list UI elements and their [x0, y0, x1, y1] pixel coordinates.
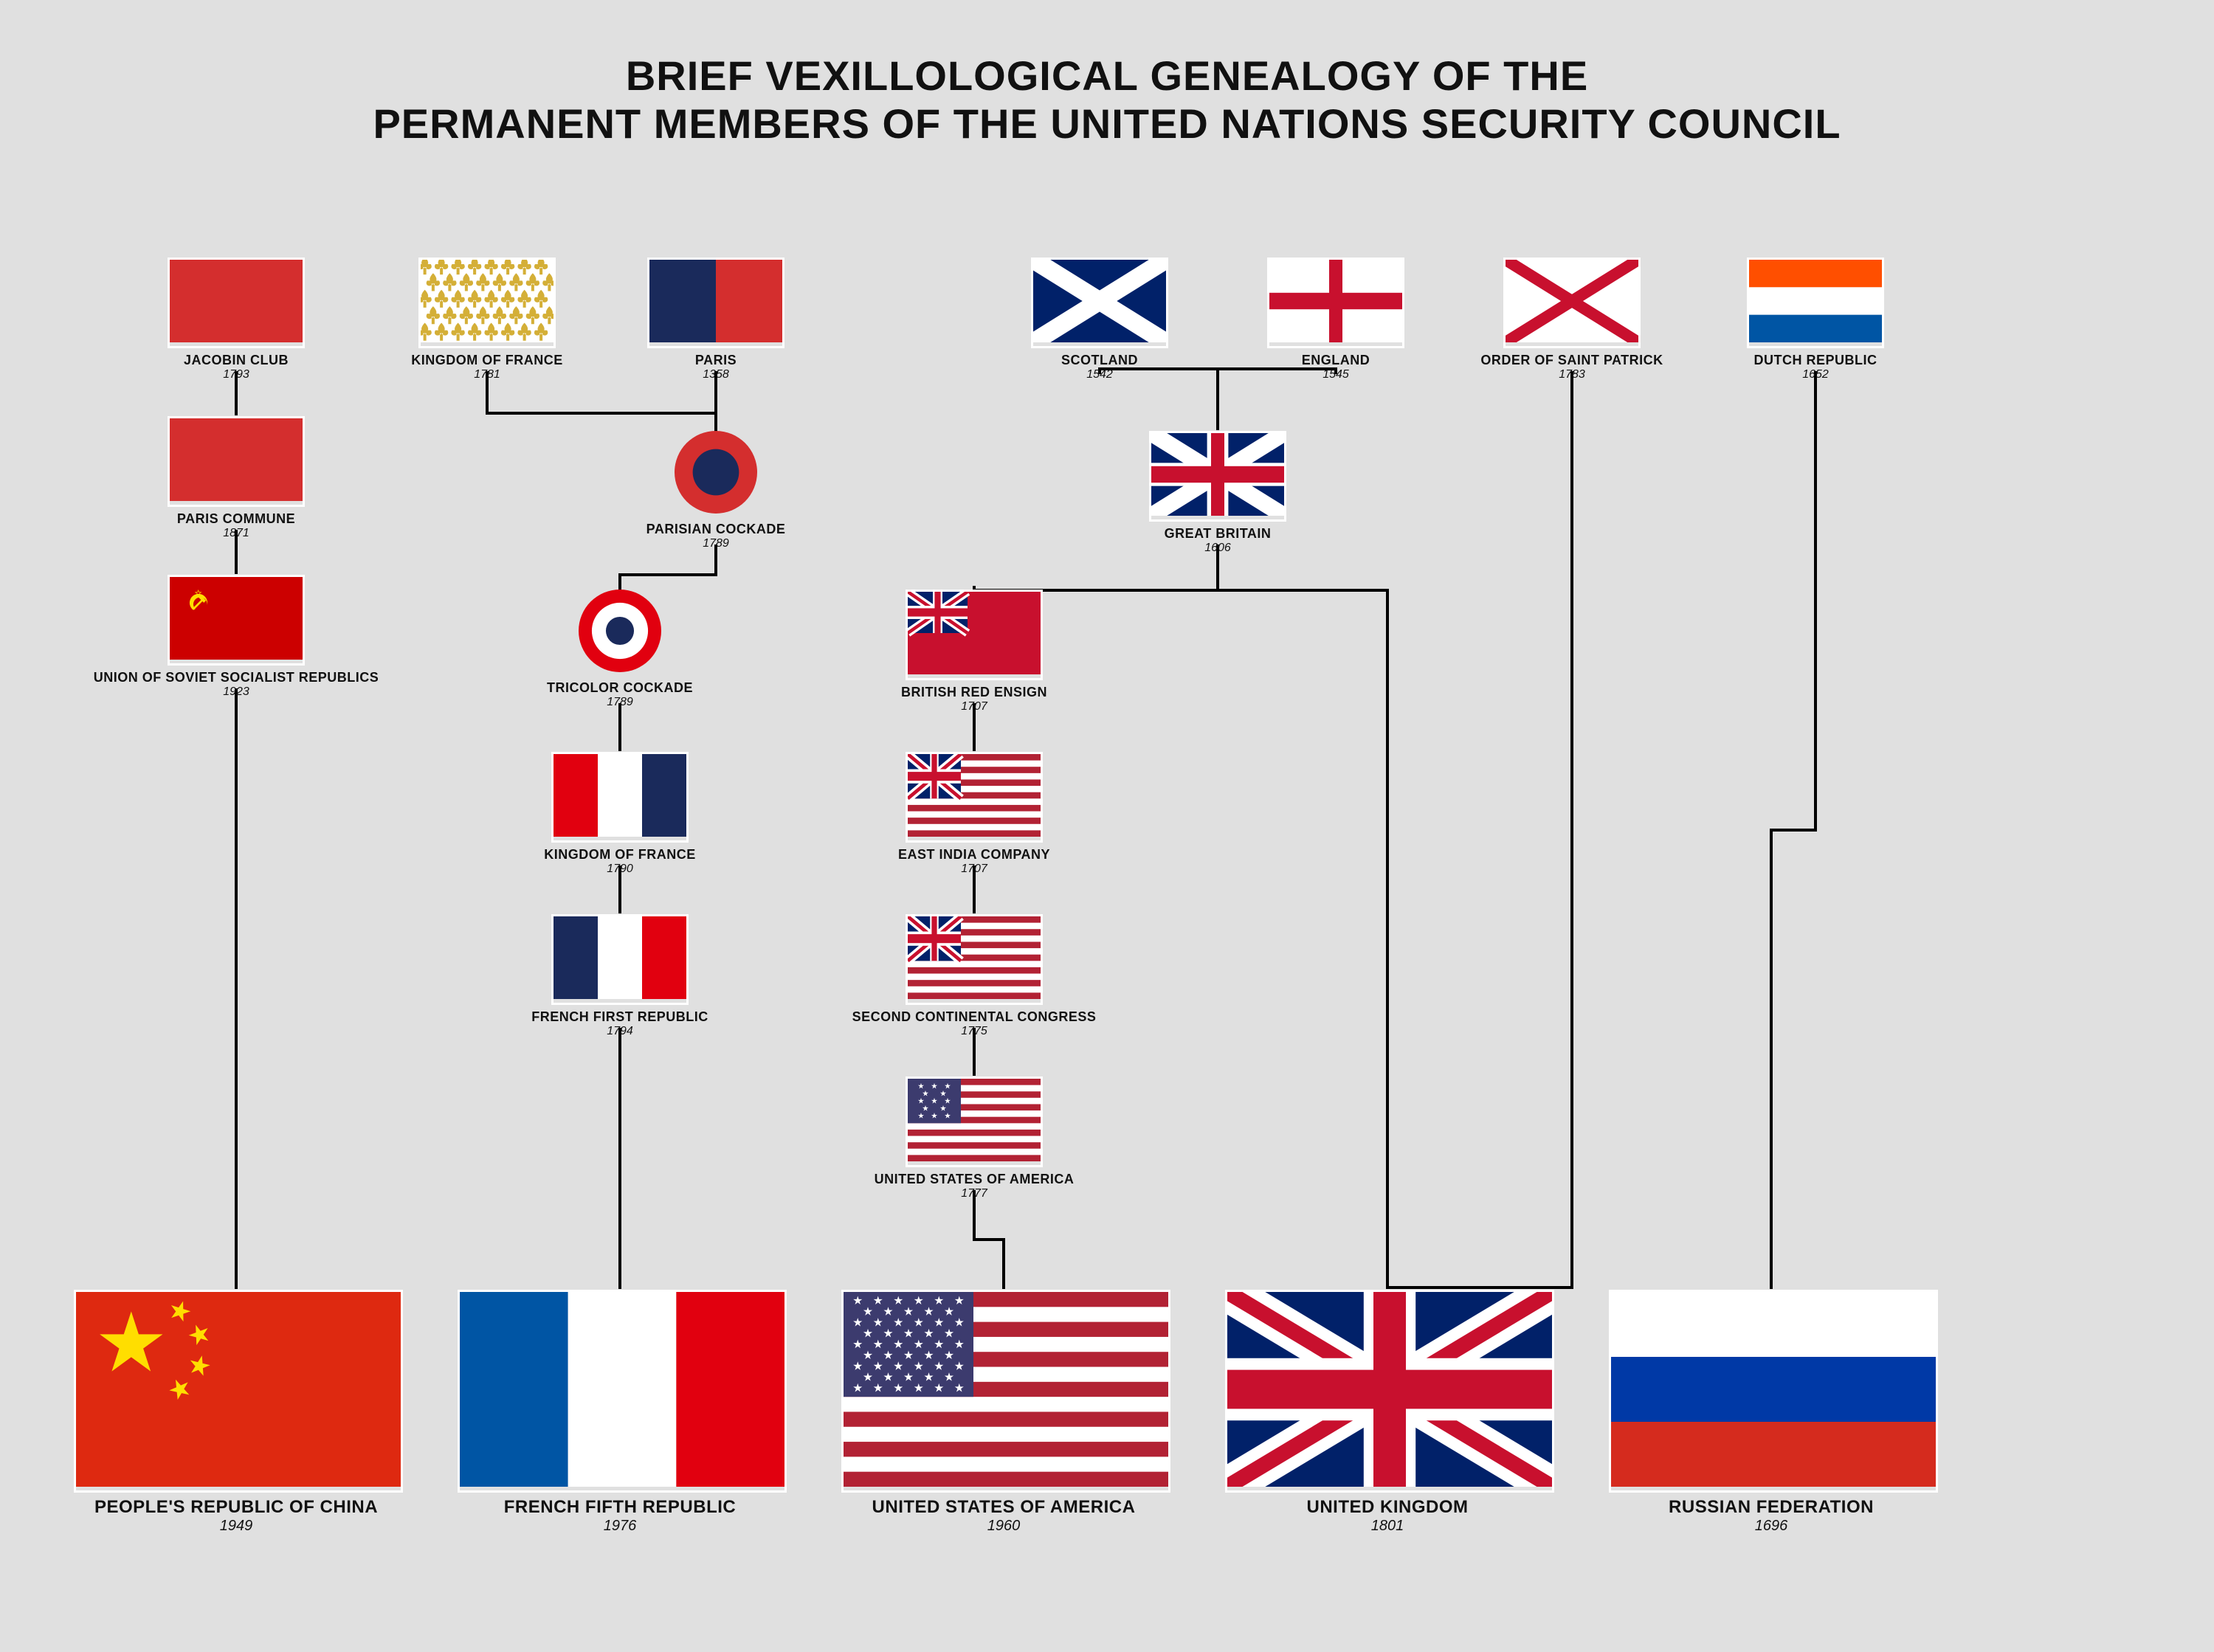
- year-dutch: 1652: [1653, 368, 1978, 381]
- label-parisian_cockade: PARISIAN COCKADE: [554, 522, 878, 537]
- flag-usa_1777: [906, 1076, 1043, 1167]
- label-china_big: PEOPLE'S REPUBLIC OF CHINA: [74, 1497, 399, 1518]
- flag-red_ensign: [906, 590, 1043, 680]
- year-russia_big: 1696: [1609, 1518, 1934, 1535]
- flag-tricolor_cockade: [579, 590, 661, 676]
- label-usa_big: UNITED STATES OF AMERICA: [841, 1497, 1166, 1518]
- label-red_ensign: BRITISH RED ENSIGN: [812, 685, 1137, 700]
- flag-jacobin: [168, 258, 305, 348]
- node-france_big: FRENCH FIFTH REPUBLIC1976: [458, 1290, 782, 1535]
- flag-kof_1790: [551, 752, 689, 843]
- year-east_india: 1707: [812, 863, 1137, 876]
- flag-saint_patrick: [1503, 258, 1641, 348]
- flag-parisian_cockade: [675, 431, 757, 517]
- label-usa_1777: UNITED STATES OF AMERICA: [812, 1172, 1137, 1187]
- node-french_first: FRENCH FIRST REPUBLIC1794: [458, 914, 782, 1038]
- node-russia_big: RUSSIAN FEDERATION1696: [1609, 1290, 1934, 1535]
- label-tricolor_cockade: TRICOLOR COCKADE: [458, 680, 782, 696]
- flag-dutch: [1747, 258, 1884, 348]
- flag-england: [1267, 258, 1404, 348]
- node-kof_1790: KINGDOM OF FRANCE1790: [458, 752, 782, 876]
- node-great_britain: GREAT BRITAIN1606: [1055, 431, 1380, 555]
- node-uk_big: UNITED KINGDOM1801: [1225, 1290, 1550, 1535]
- flag-east_india: [906, 752, 1043, 843]
- label-uk_big: UNITED KINGDOM: [1225, 1497, 1550, 1518]
- flag-french_first: [551, 914, 689, 1005]
- label-france_big: FRENCH FIFTH REPUBLIC: [458, 1497, 782, 1518]
- node-east_india: EAST INDIA COMPANY1707: [812, 752, 1137, 876]
- label-scc: SECOND CONTINENTAL CONGRESS: [812, 1009, 1137, 1025]
- flag-paris_1358: [647, 258, 784, 348]
- year-paris_commune: 1871: [74, 527, 399, 540]
- year-usa_1777: 1777: [812, 1187, 1137, 1200]
- flag-scc: [906, 914, 1043, 1005]
- node-dutch: DUTCH REPUBLIC1652: [1653, 258, 1978, 381]
- diagram-stage: BRIEF VEXILLOLOGICAL GENEALOGY OF THE PE…: [0, 0, 2214, 1652]
- flag-russia_big: [1609, 1290, 1938, 1493]
- year-red_ensign: 1707: [812, 700, 1137, 713]
- year-china_big: 1949: [74, 1518, 399, 1535]
- node-parisian_cockade: PARISIAN COCKADE1789: [554, 431, 878, 550]
- label-paris_1358: PARIS: [554, 353, 878, 368]
- year-paris_1358: 1358: [554, 368, 878, 381]
- label-french_first: FRENCH FIRST REPUBLIC: [458, 1009, 782, 1025]
- node-paris_1358: PARIS1358: [554, 258, 878, 381]
- year-usa_big: 1960: [841, 1518, 1166, 1535]
- node-scc: SECOND CONTINENTAL CONGRESS1775: [812, 914, 1137, 1038]
- flag-france_big: [458, 1290, 787, 1493]
- flag-kingdom_france: [418, 258, 556, 348]
- year-uk_big: 1801: [1225, 1518, 1550, 1535]
- label-ussr: UNION OF SOVIET SOCIALIST REPUBLICS: [74, 670, 399, 685]
- flag-china_big: [74, 1290, 403, 1493]
- year-french_first: 1794: [458, 1025, 782, 1038]
- year-ussr: 1923: [74, 685, 399, 699]
- node-china_big: PEOPLE'S REPUBLIC OF CHINA1949: [74, 1290, 399, 1535]
- year-tricolor_cockade: 1789: [458, 696, 782, 709]
- node-paris_commune: PARIS COMMUNE1871: [74, 416, 399, 540]
- label-great_britain: GREAT BRITAIN: [1055, 526, 1380, 542]
- flag-uk_big: [1225, 1290, 1554, 1493]
- node-red_ensign: BRITISH RED ENSIGN1707: [812, 590, 1137, 713]
- year-great_britain: 1606: [1055, 542, 1380, 555]
- year-scc: 1775: [812, 1025, 1137, 1038]
- year-parisian_cockade: 1789: [554, 537, 878, 550]
- node-usa_big: UNITED STATES OF AMERICA1960: [841, 1290, 1166, 1535]
- page-title: BRIEF VEXILLOLOGICAL GENEALOGY OF THE PE…: [0, 52, 2214, 148]
- year-france_big: 1976: [458, 1518, 782, 1535]
- node-ussr: UNION OF SOVIET SOCIALIST REPUBLICS1923: [74, 575, 399, 699]
- label-russia_big: RUSSIAN FEDERATION: [1609, 1497, 1934, 1518]
- title-line-1: BRIEF VEXILLOLOGICAL GENEALOGY OF THE: [0, 52, 2214, 100]
- label-dutch: DUTCH REPUBLIC: [1653, 353, 1978, 368]
- flag-paris_commune: [168, 416, 305, 507]
- flag-usa_big: [841, 1290, 1170, 1493]
- label-paris_commune: PARIS COMMUNE: [74, 511, 399, 527]
- label-east_india: EAST INDIA COMPANY: [812, 847, 1137, 863]
- flag-great_britain: [1149, 431, 1286, 522]
- title-line-2: PERMANENT MEMBERS OF THE UNITED NATIONS …: [0, 100, 2214, 148]
- label-kof_1790: KINGDOM OF FRANCE: [458, 847, 782, 863]
- flag-scotland: [1031, 258, 1168, 348]
- year-kof_1790: 1790: [458, 863, 782, 876]
- node-usa_1777: UNITED STATES OF AMERICA1777: [812, 1076, 1137, 1200]
- node-tricolor_cockade: TRICOLOR COCKADE1789: [458, 590, 782, 709]
- flag-ussr: [168, 575, 305, 666]
